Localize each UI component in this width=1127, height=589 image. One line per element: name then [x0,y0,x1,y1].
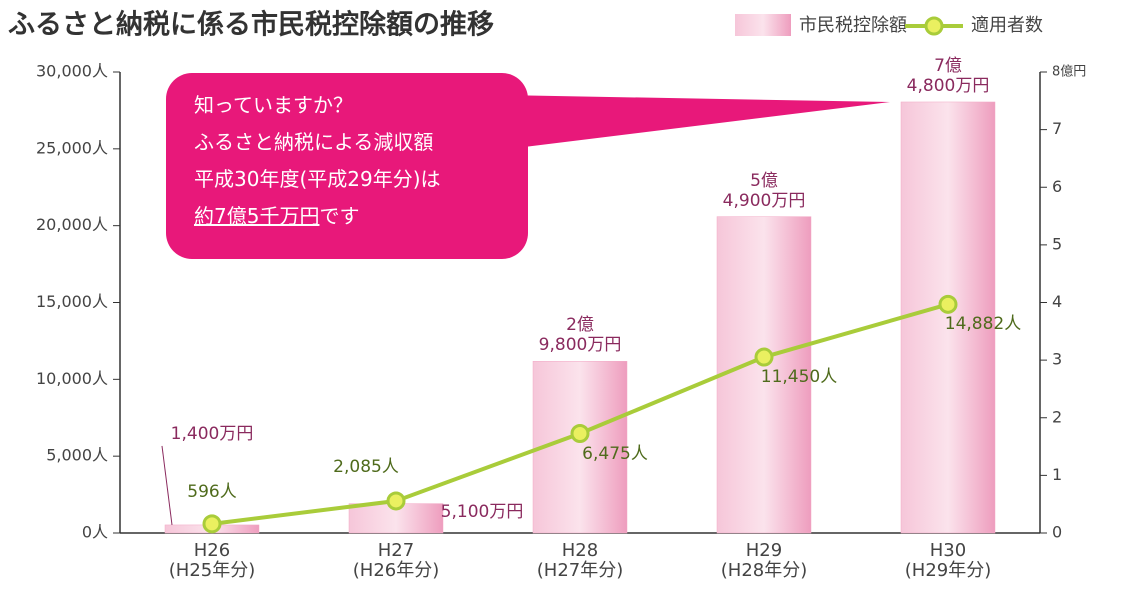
line-marker [938,294,958,314]
y-tick-label: 15,000人 [36,292,108,311]
leader-line [161,445,173,525]
y-tick-label: 5,000人 [46,446,108,465]
y2-tick-label: 6 [1052,177,1062,196]
callout-line: 約7億5千万円です [194,198,528,235]
bar-value-label: 7億 4,800万円 [906,55,990,96]
y2-tick-label: 7 [1052,119,1062,138]
bar [532,361,628,534]
y2-tick-label: 8億円 [1052,64,1086,80]
line-value-label: 6,475人 [582,443,648,464]
y-tick-label: 0人 [82,523,108,542]
callout: 知っていますか？ ふるさと納税による減収額 平成30年度(平成29年分)は 約7億5千… [166,73,528,259]
legend-swatch [735,14,791,36]
bar-value-label: 2億 9,800万円 [538,315,622,356]
legend-label: 適用者数 [971,15,1043,36]
y-tick-label: 20,000人 [36,215,108,234]
bar [716,216,812,534]
legend-marker [924,16,944,36]
x-tick-label: H27 (H26年分) [352,540,440,581]
line-value-label: 596人 [187,481,237,502]
y2-tick-label: 0 [1052,523,1062,542]
line-marker [202,514,222,534]
line-value-label: 2,085人 [333,456,399,477]
line-value-label: 11,450人 [760,367,838,388]
y-tick-label: 10,000人 [36,369,108,388]
x-tick-label: H30 (H29年分) [904,540,992,581]
y2-tick-label: 3 [1052,350,1062,369]
chart-title: ふるさと納税に係る市民税控除額の推移 [8,9,494,41]
callout-line: ふるさと納税による減収額 [194,130,434,154]
line-marker [754,347,774,367]
bar-value-label: 5億 4,900万円 [722,170,806,211]
bar-value-label: 1,400万円 [170,423,254,444]
line-marker [386,491,406,511]
callout-line: 平成30年度(平成29年分)は [194,167,441,191]
y2-tick-label: 4 [1052,292,1062,311]
y-tick-label: 30,000人 [36,62,108,81]
x-tick-label: H29 (H28年分) [720,540,808,581]
line-marker [570,424,590,444]
callout-pointer [500,95,890,150]
x-tick-label: H26 (H25年分) [168,540,256,581]
bar [900,101,996,534]
callout-emphasis: 約7億5千万円 [194,204,320,228]
legend-label: 市民税控除額 [799,15,907,36]
x-tick-label: H28 (H27年分) [536,540,624,581]
y-tick-label: 25,000人 [36,138,108,157]
bar-value-label: 5,100万円 [440,501,524,522]
y2-tick-label: 1 [1052,465,1062,484]
y2-tick-label: 2 [1052,407,1062,426]
y2-tick-label: 5 [1052,234,1062,253]
callout-tail: です [319,204,360,228]
callout-line: 知っていますか？ [194,93,353,117]
line-value-label: 14,882人 [944,314,1022,335]
